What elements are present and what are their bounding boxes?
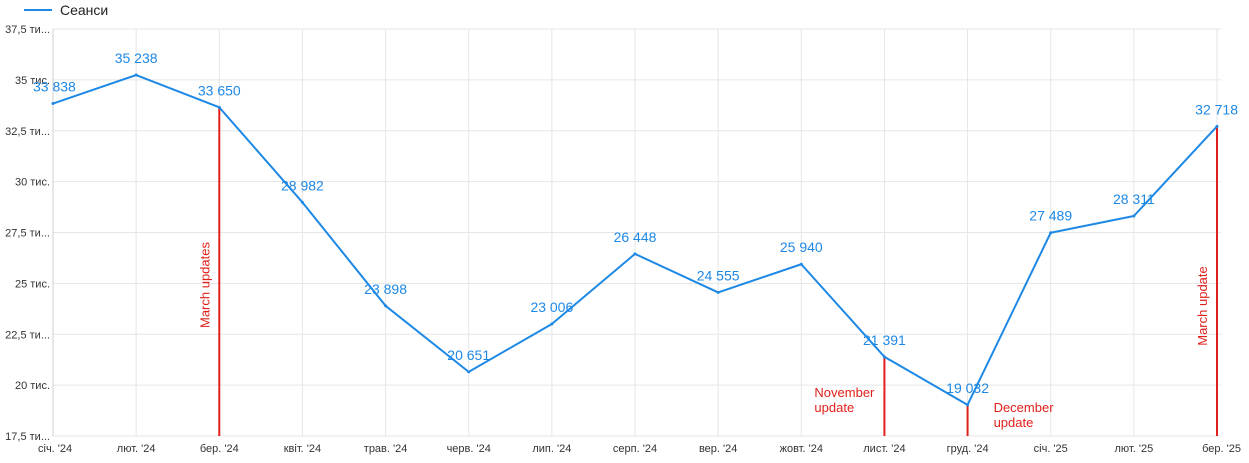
data-labels: 33 838 35 238 33 650 28 982 23 898 20 651 23 0… xyxy=(33,50,1238,396)
data-label: 28 311 xyxy=(1113,191,1155,207)
data-point[interactable] xyxy=(882,355,886,359)
x-tick-label: черв. '24 xyxy=(447,443,491,455)
data-point[interactable] xyxy=(966,403,970,407)
legend-label: Сеанси xyxy=(60,2,108,18)
data-label: 32 718 xyxy=(1195,101,1238,117)
data-label: 33 650 xyxy=(198,82,241,98)
x-tick-label: лют. '24 xyxy=(117,443,156,455)
data-label: 23 898 xyxy=(364,281,407,297)
data-label: 23 006 xyxy=(530,299,573,315)
x-tick-label: січ. '25 xyxy=(1034,443,1068,455)
data-point[interactable] xyxy=(550,322,554,326)
legend[interactable]: Сеанси xyxy=(24,2,108,18)
data-label: 25 940 xyxy=(780,239,823,255)
data-label: 28 982 xyxy=(281,177,324,193)
y-axis-tick-labels: 17,5 ти... 20 тис. 22,5 ти... 25 тис. 27,5 т… xyxy=(5,24,50,443)
data-label: 33 838 xyxy=(33,79,76,95)
annotation-label: December xyxy=(994,400,1055,415)
y-tick-label: 25 тис. xyxy=(15,278,50,290)
data-label: 19 032 xyxy=(946,380,989,396)
data-label: 26 448 xyxy=(614,229,657,245)
data-point[interactable] xyxy=(1132,214,1136,218)
x-tick-label: лист. '24 xyxy=(863,443,905,455)
x-tick-label: лют. '25 xyxy=(1115,443,1154,455)
data-point[interactable] xyxy=(134,73,138,77)
series-sessions xyxy=(51,73,1219,407)
annotation-label: update xyxy=(994,415,1034,430)
x-tick-label: груд. '24 xyxy=(947,443,989,455)
annotation-label: March update xyxy=(1195,266,1210,346)
data-label: 21 391 xyxy=(863,332,906,348)
x-tick-label: вер. '24 xyxy=(699,443,737,455)
data-point[interactable] xyxy=(217,105,221,109)
y-tick-label: 20 тис. xyxy=(15,380,50,392)
data-point[interactable] xyxy=(1215,124,1219,128)
y-tick-label: 32,5 ти... xyxy=(5,126,50,138)
data-label: 27 489 xyxy=(1029,208,1072,224)
data-label: 24 555 xyxy=(697,267,740,283)
y-tick-label: 22,5 ти... xyxy=(5,329,50,341)
data-point[interactable] xyxy=(633,252,637,256)
x-tick-label: бер. '25 xyxy=(1202,443,1241,455)
x-tick-label: серп. '24 xyxy=(613,443,657,455)
x-tick-label: жовт. '24 xyxy=(780,443,823,455)
x-axis-tick-labels: січ. '24 лют. '24 бер. '24 квіт. '24 трав. '… xyxy=(38,443,1241,455)
data-label: 20 651 xyxy=(447,347,490,363)
data-point[interactable] xyxy=(799,262,803,266)
x-tick-label: лип. '24 xyxy=(532,443,571,455)
data-point[interactable] xyxy=(51,102,55,106)
data-point[interactable] xyxy=(1049,231,1053,235)
data-label: 35 238 xyxy=(115,50,158,66)
annotation-label: update xyxy=(814,400,854,415)
y-tick-label: 35 тис. xyxy=(15,75,50,87)
data-point[interactable] xyxy=(716,290,720,294)
x-tick-label: січ. '24 xyxy=(38,443,72,455)
x-tick-label: бер. '24 xyxy=(200,443,239,455)
x-tick-label: квіт. '24 xyxy=(284,443,321,455)
data-point[interactable] xyxy=(384,304,388,308)
y-tick-label: 30 тис. xyxy=(15,177,50,189)
x-tick-label: трав. '24 xyxy=(364,443,408,455)
y-tick-label: 17,5 ти... xyxy=(5,431,50,443)
y-tick-label: 27,5 ти... xyxy=(5,228,50,240)
data-point[interactable] xyxy=(467,370,471,374)
annotation-label: March updates xyxy=(197,242,212,328)
data-point[interactable] xyxy=(300,200,304,204)
y-tick-label: 37,5 ти... xyxy=(5,24,50,36)
annotation-label: November xyxy=(814,385,875,400)
